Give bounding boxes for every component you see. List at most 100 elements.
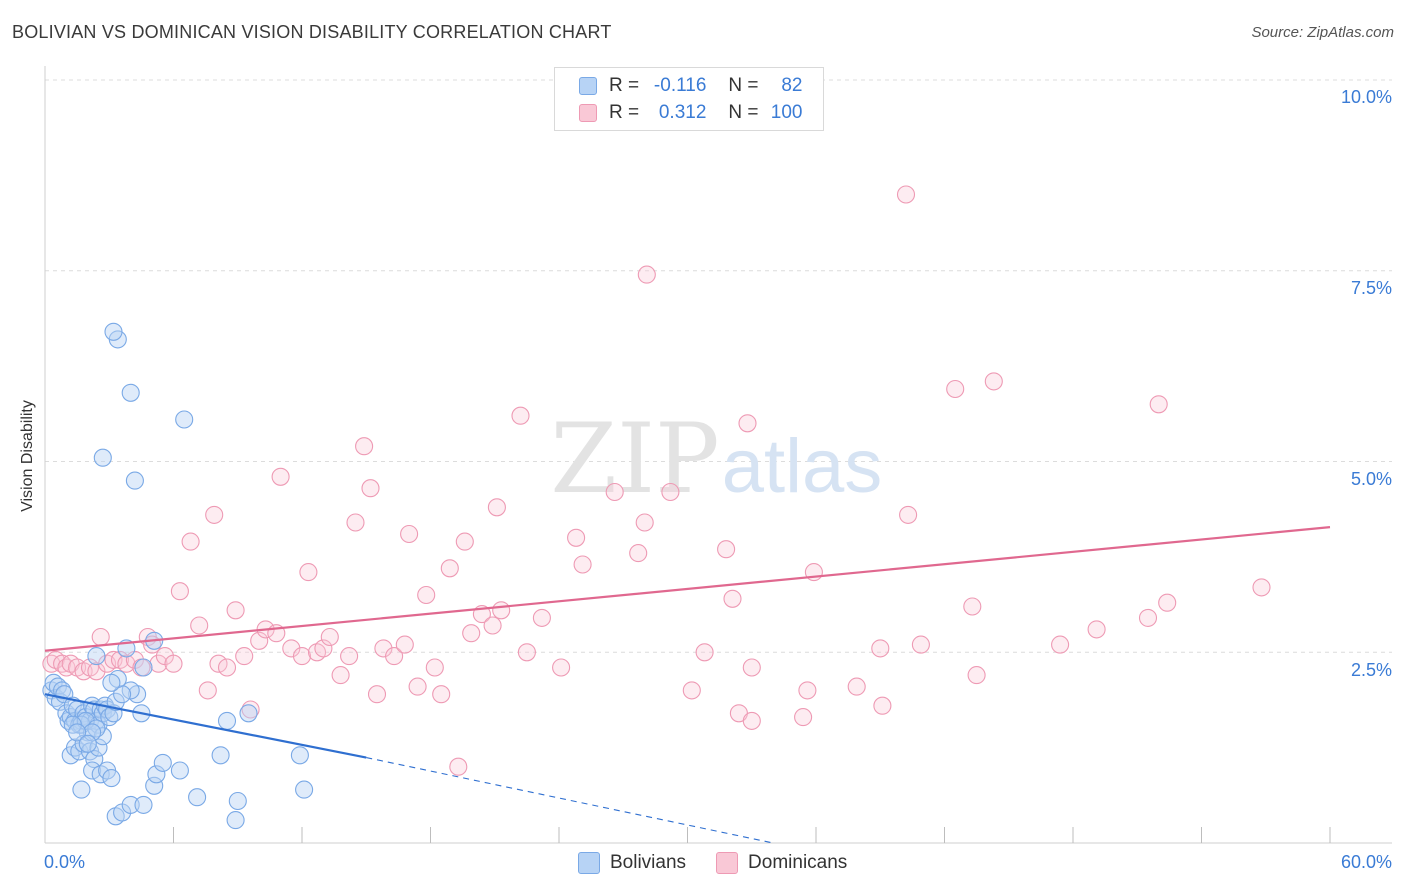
bolivian-point [188,788,207,807]
legend-row-bolivians: R = -0.116 N = 82 [579,73,803,99]
dominican-point [873,696,892,715]
bolivian-point [290,746,309,765]
dominican-point [367,685,387,704]
dominican-point [181,532,200,551]
dominican-point [637,265,656,284]
bolivian-point [72,780,91,799]
dominican-point [346,513,365,532]
dominican-point [492,601,511,620]
dominican-point [984,372,1003,391]
bolivians-trend-extension [366,757,774,844]
dominican-point [517,643,536,662]
series-legend: Bolivians Dominicans [578,852,877,874]
bolivian-point [121,795,140,814]
r-value: 0.312 [658,102,707,123]
bolivian-point [145,776,164,795]
dominican-point [794,708,813,727]
gridlines [45,79,1392,653]
bolivians-swatch [579,77,597,95]
bolivian-point [217,711,237,730]
dominican-point [425,658,444,677]
dominican-point [395,635,414,654]
r-label: R = [609,102,640,123]
y-tick-5: 5.0% [1350,469,1392,489]
dominican-point [967,666,986,685]
bolivians-points [42,322,314,830]
bolivian-point [134,795,153,814]
dominican-point [331,666,350,685]
dominican-point [455,532,474,551]
dominican-point [871,639,890,658]
dominican-point [361,479,380,498]
dominican-point [449,757,468,776]
dominican-point [299,563,318,582]
dominican-point [511,406,530,425]
dominican-point [170,582,189,601]
chart-title: BOLIVIAN VS DOMINICAN VISION DISABILITY … [12,22,612,42]
r-label: R = [609,75,640,96]
bolivian-point [121,681,140,700]
dominican-point [483,616,502,635]
dominican-point [385,647,404,666]
n-value: 82 [781,75,803,96]
dominicans-swatch [579,104,597,122]
dominican-point [896,185,916,204]
bolivian-point [89,738,108,757]
dominican-point [117,654,136,673]
bolivian-point [175,410,194,429]
bolivian-point [228,791,247,811]
dominican-point [629,544,648,563]
source-label: Source: ZipAtlas.com [1251,24,1394,41]
dominican-point [723,589,742,608]
dominican-point [87,662,106,681]
bolivian-point [93,448,112,467]
n-label: N = [728,75,759,96]
dominican-point [235,647,254,666]
bolivian-point [102,769,121,788]
bolivian-point [295,780,314,799]
n-label: N = [728,102,759,123]
bolivian-point [113,685,132,704]
bolivian-point [104,322,123,341]
legend-label: Dominicans [748,852,848,873]
dominican-point [605,482,624,502]
dominican-point [314,639,333,658]
dominicans-trend-line [44,526,1331,652]
bolivian-point [147,765,166,784]
dominican-point [164,654,183,673]
dominican-point [695,643,714,662]
dominican-point [899,505,918,524]
dominican-point [271,467,290,486]
legend-item-bolivians: Bolivians [578,852,686,874]
dominican-point [1138,608,1158,627]
dominican-point [717,540,736,559]
dominican-point [400,524,419,544]
dominican-point [292,647,312,666]
dominican-point [532,608,551,627]
bolivian-point [83,761,102,780]
bolivian-point [125,471,144,490]
watermark: ZIP atlas [550,403,882,515]
bolivian-point [106,692,125,711]
stats-legend: R = -0.116 N = 82 R = 0.312 N = 100 [554,67,824,131]
x-tick-min: 0.0% [44,852,86,872]
dominican-point [682,681,701,700]
bolivian-point [87,647,106,666]
bolivians-swatch [578,852,600,874]
watermark-zip: ZIP [550,403,719,515]
bolivians-trend-line [44,693,367,759]
bolivian-point [211,746,230,765]
bolivian-point [121,383,140,402]
dominican-point [573,555,592,574]
legend-item-dominicans: Dominicans [716,852,847,874]
dominican-point [440,559,459,578]
dominican-point [1149,395,1168,414]
bolivian-point [85,750,104,769]
dominican-point [1252,578,1271,597]
dominican-point [742,711,761,730]
dominican-point [567,528,586,547]
dominican-point [417,585,436,605]
legend-row-dominicans: R = 0.312 N = 100 [579,100,803,126]
dominicans-swatch [716,852,739,874]
bolivian-point [153,753,172,772]
